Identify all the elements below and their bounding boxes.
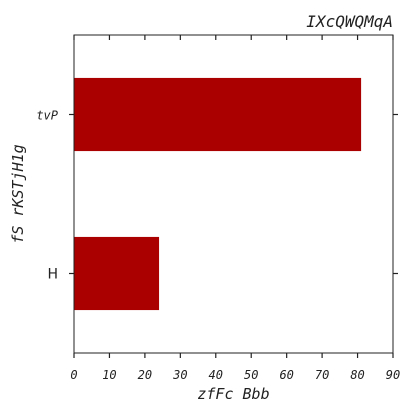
bar-tvP	[74, 77, 362, 152]
y-axis-label: fS rKSTjH1g	[9, 144, 27, 243]
plot-bars	[74, 77, 362, 311]
x-tick-label: 30	[172, 368, 187, 382]
x-tick-label: 20	[138, 368, 152, 382]
x-tick-label: 40	[209, 368, 223, 382]
plot-frame	[73, 34, 394, 354]
y-tick-label: tvP	[36, 109, 58, 123]
chart-title: IXcQWQMqA	[306, 12, 393, 31]
x-axis-label: zfFc Bbb	[197, 385, 269, 403]
y-tick-label: H	[47, 267, 58, 283]
x-tick-label: 0	[70, 368, 77, 382]
x-tick-label: 90	[386, 368, 400, 382]
bar-H	[74, 236, 160, 311]
x-axis-ticks: 0 10 20 30 40 50 60 70 80 90	[70, 35, 400, 382]
x-tick-label: 80	[350, 368, 364, 382]
x-tick-label: 10	[102, 368, 116, 382]
x-tick-label: 70	[315, 368, 329, 382]
x-tick-label: 50	[244, 368, 258, 382]
x-tick-label: 60	[279, 368, 293, 382]
